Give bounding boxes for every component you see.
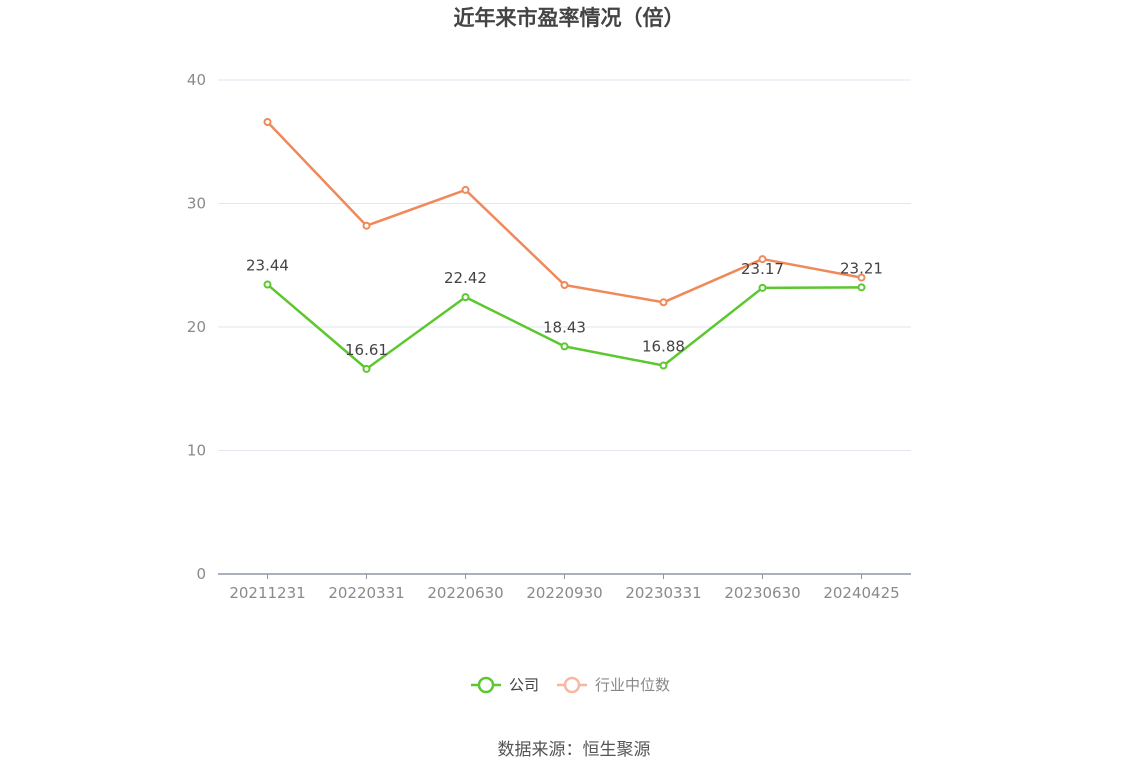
legend-company-marker-icon [477, 676, 495, 694]
company-point [857, 283, 866, 292]
series-layer: 23.44 16.61 22.42 18.43 16.88 23.17 23.21 [246, 117, 883, 373]
y-tick-label: 10 [187, 442, 206, 460]
y-tick-label: 30 [187, 195, 206, 213]
y-tick-label: 0 [196, 565, 206, 583]
x-tick-label: 20220930 [526, 584, 602, 602]
company-data-label: 22.42 [444, 269, 487, 287]
source-note: 数据来源：恒生聚源 [498, 740, 651, 760]
company-data-label: 23.21 [840, 259, 883, 277]
company-data-label: 18.43 [543, 318, 586, 336]
company-point [659, 361, 668, 370]
industry-median-point [857, 273, 866, 282]
industry-median-point [560, 281, 569, 290]
industry-median-point [362, 221, 371, 230]
x-tick-label: 20211231 [229, 584, 305, 602]
company-data-label: 23.17 [741, 260, 784, 278]
company-point [263, 280, 272, 289]
x-tick-label: 20220331 [328, 584, 404, 602]
legend[interactable]: 公司 行业中位数 [471, 676, 670, 694]
x-tick-label: 20230331 [625, 584, 701, 602]
chart-title: 近年来市盈率情况（倍） [454, 6, 685, 30]
company-point [758, 283, 767, 292]
industry-median-point [461, 185, 470, 194]
y-axis: 0 10 20 30 40 [187, 71, 206, 583]
x-tick-label: 20220630 [427, 584, 503, 602]
legend-industry-median-marker-icon [563, 676, 581, 694]
x-axis: 20211231 20220331 20220630 20220930 20230331… [218, 573, 911, 602]
y-tick-label: 20 [187, 318, 206, 336]
company-data-label: 16.61 [345, 341, 388, 359]
industry-median-point [758, 255, 767, 264]
x-tick-label: 20240425 [823, 584, 899, 602]
company-data-label: 16.88 [642, 338, 685, 356]
company-data-label: 23.44 [246, 257, 289, 275]
company-point [560, 342, 569, 351]
company-point [362, 364, 371, 373]
company-point [461, 293, 470, 302]
industry-median-point [659, 298, 668, 307]
y-tick-label: 40 [187, 71, 206, 89]
x-tick-label: 20230630 [724, 584, 800, 602]
industry-median-point [263, 117, 272, 126]
legend-company-label: 公司 [509, 676, 539, 694]
grid-lines [218, 79, 911, 451]
legend-industry-median-label: 行业中位数 [595, 676, 670, 694]
